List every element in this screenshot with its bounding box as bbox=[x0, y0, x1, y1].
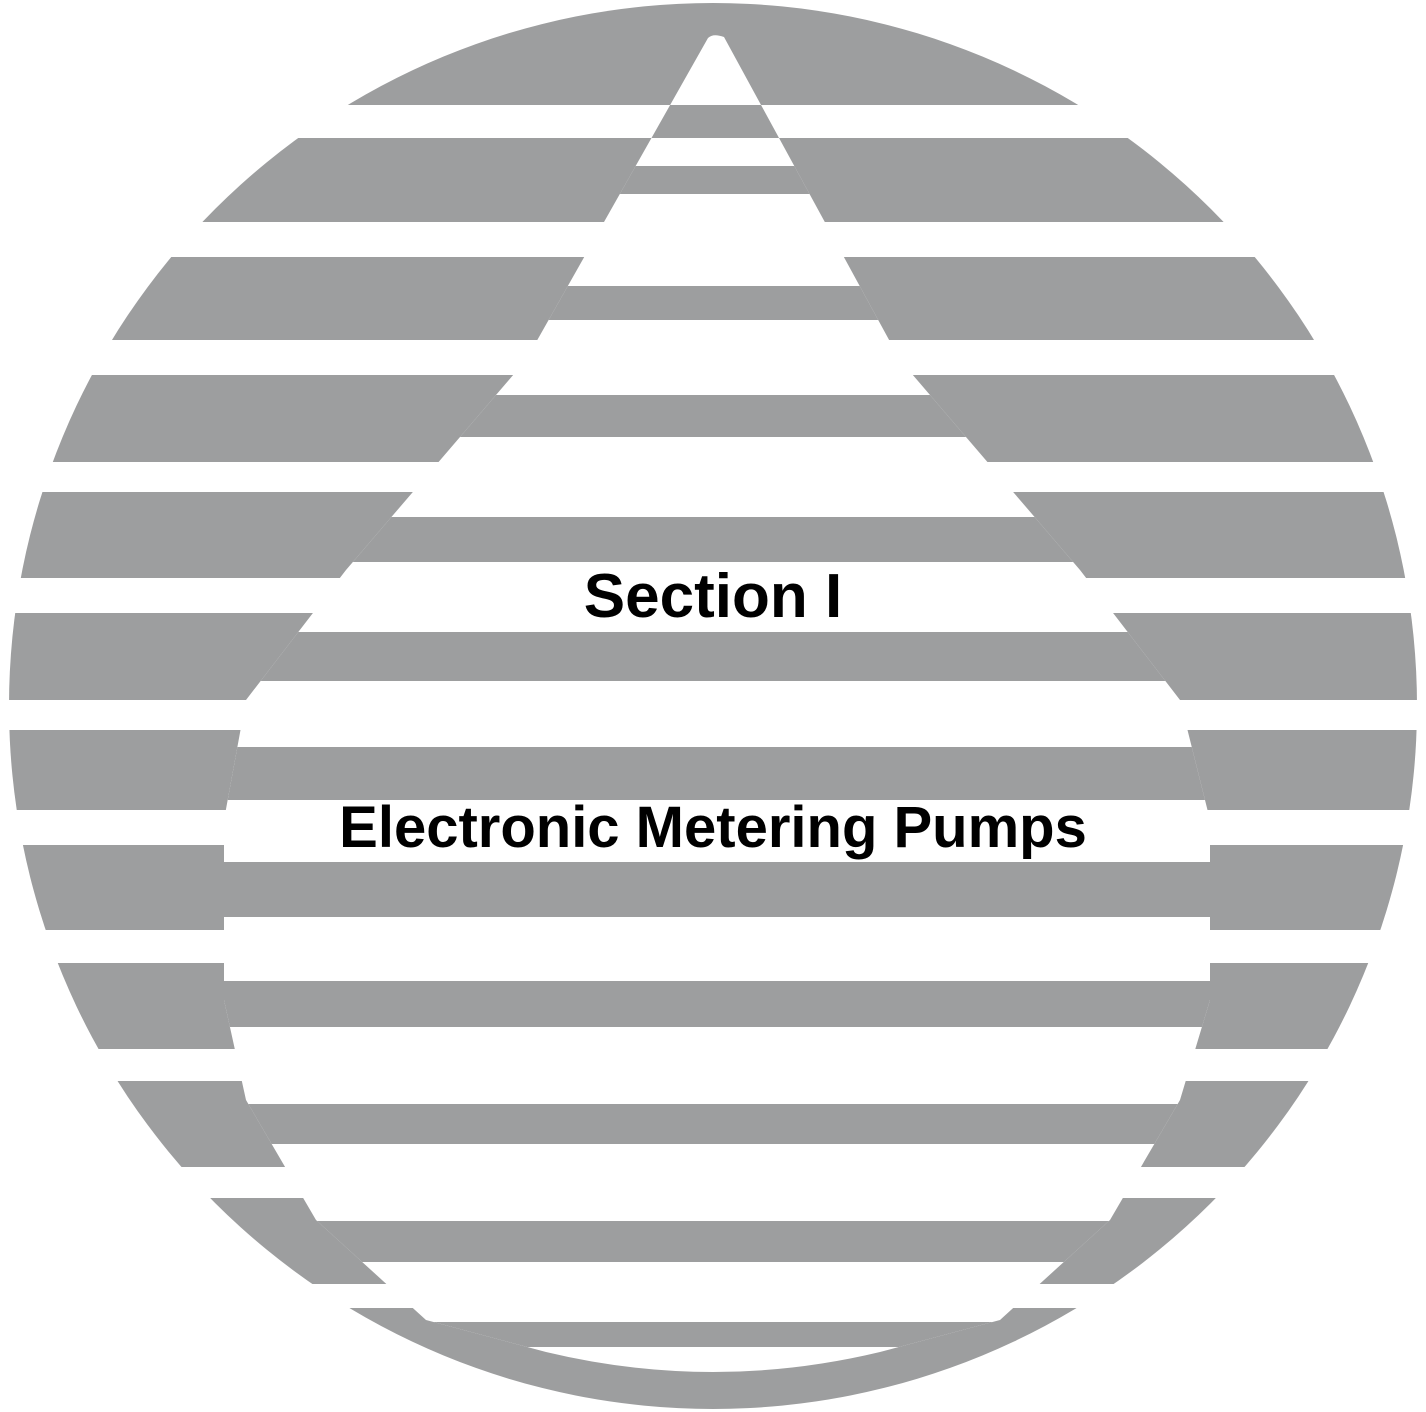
droplet-stripe bbox=[224, 105, 1210, 138]
droplet-stripe bbox=[224, 1104, 1210, 1144]
section-subtitle: Electronic Metering Pumps bbox=[339, 795, 1087, 860]
droplet-stripe bbox=[224, 1221, 1210, 1262]
droplet-stripe bbox=[224, 862, 1210, 917]
droplet-stripe bbox=[224, 981, 1210, 1027]
droplet-stripe bbox=[224, 632, 1210, 681]
droplet-stripe bbox=[224, 166, 1210, 194]
droplet-cutout bbox=[224, 35, 1210, 1373]
section-title: Section I bbox=[583, 562, 843, 631]
droplet-stripe bbox=[224, 1322, 1210, 1347]
droplet-stripe bbox=[224, 747, 1210, 800]
